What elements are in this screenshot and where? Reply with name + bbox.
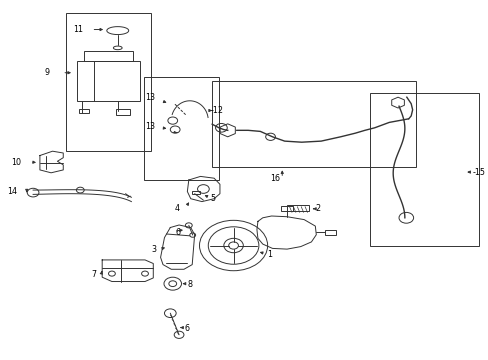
Text: 6: 6: [175, 228, 180, 237]
Text: 16: 16: [269, 174, 280, 183]
Text: -12: -12: [210, 106, 223, 115]
Bar: [77, 61, 140, 101]
Text: 4: 4: [174, 204, 179, 212]
Text: 13: 13: [145, 122, 155, 131]
Text: 1: 1: [266, 251, 271, 259]
Bar: [212, 81, 415, 167]
Bar: [192, 191, 200, 194]
Bar: [79, 109, 89, 113]
Text: 14: 14: [7, 187, 17, 196]
Text: 6: 6: [184, 324, 189, 333]
Text: 9: 9: [45, 68, 50, 77]
Text: 5: 5: [210, 194, 215, 202]
Bar: [116, 109, 130, 115]
Text: 10: 10: [11, 158, 20, 166]
Text: 13: 13: [145, 94, 155, 103]
Text: 11: 11: [73, 25, 83, 34]
Bar: [286, 205, 308, 211]
Bar: [143, 77, 219, 180]
Bar: [325, 230, 335, 235]
Bar: [281, 206, 292, 211]
Text: -15: -15: [472, 168, 485, 177]
Bar: [84, 51, 133, 61]
Text: 3: 3: [151, 245, 157, 253]
Text: 7: 7: [91, 270, 97, 279]
Bar: [65, 13, 150, 151]
Text: 2: 2: [315, 204, 320, 213]
Text: 8: 8: [187, 280, 192, 289]
Bar: [369, 93, 478, 246]
